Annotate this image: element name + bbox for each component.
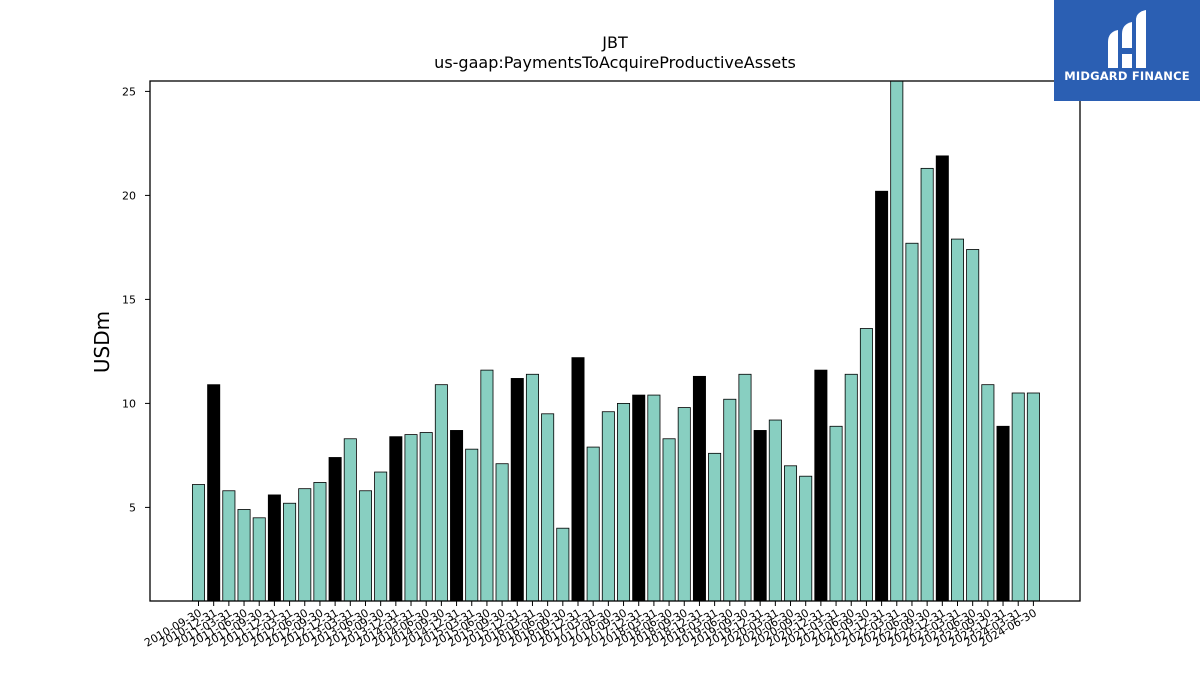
bar-2010-12-31: [207, 384, 221, 602]
bar-2014-12-31: [450, 430, 464, 602]
bar-2018-06-30: [662, 438, 676, 602]
bar-2011-09-30: [252, 517, 266, 602]
bar-2014-06-30: [419, 432, 433, 602]
bar-2021-03-31: [829, 425, 843, 602]
bar-2024-03-31: [1011, 392, 1025, 602]
bar-2018-12-31: [692, 375, 706, 602]
y-tick-label: 5: [129, 501, 136, 514]
bar-2012-12-31: [328, 457, 342, 602]
bar-2020-03-31: [768, 419, 782, 602]
y-axis-ticks: 5 10 15 20 25: [122, 85, 150, 514]
bar-2012-09-30: [313, 482, 327, 602]
bar-2013-06-30: [358, 490, 372, 602]
bar-2013-12-31: [389, 436, 403, 602]
bar-2017-03-31: [586, 446, 600, 602]
bar-2011-06-30: [237, 509, 251, 602]
bar-2014-09-30: [434, 384, 448, 602]
bar-2023-06-30: [966, 249, 980, 602]
bar-2022-09-30: [920, 167, 934, 602]
bar-2012-06-30: [298, 488, 312, 602]
bar-2016-12-31: [571, 357, 585, 602]
bar-2024-06-30: [1026, 392, 1040, 602]
bar-2017-06-30: [601, 411, 615, 602]
bar-2015-12-31: [510, 378, 524, 602]
bar-2010-09-30: [191, 484, 205, 602]
y-tick-label: 10: [122, 397, 136, 410]
bar-2019-03-31: [708, 452, 722, 602]
x-axis-ticks: 2010-09-302010-12-312011-03-312011-06-30…: [142, 601, 1039, 650]
bar-2020-12-31: [814, 369, 828, 602]
bar-2019-09-30: [738, 373, 752, 602]
bar-2013-09-30: [374, 471, 388, 602]
bar-2018-09-30: [677, 407, 691, 602]
bar-2019-06-30: [723, 398, 737, 602]
bar-2021-09-30: [859, 328, 873, 602]
chart-subtitle: us-gaap:PaymentsToAcquireProductiveAsset…: [434, 53, 796, 72]
bar-2016-03-31: [525, 373, 539, 602]
plot-frame: [149, 80, 1081, 602]
bar-2016-06-30: [541, 413, 555, 602]
bar-2023-09-30: [981, 384, 995, 602]
bar-2015-09-30: [495, 463, 509, 602]
bar-2018-03-31: [647, 394, 661, 602]
bar-2020-09-30: [799, 475, 813, 602]
bar-2020-06-30: [784, 465, 798, 602]
y-axis-label: USDm: [90, 311, 114, 373]
y-tick-label: 20: [122, 189, 136, 202]
bar-2011-03-31: [222, 490, 236, 602]
brand-name: MIDGARD FINANCE: [1064, 69, 1190, 83]
bar-2017-12-31: [632, 394, 646, 602]
brand-logo: MIDGARD FINANCE: [1054, 0, 1200, 101]
bar-2011-12-31: [267, 494, 281, 602]
midgard-logo-icon: [1108, 10, 1146, 68]
bar-2013-03-31: [343, 438, 357, 602]
bar-2022-03-31: [890, 80, 904, 602]
y-tick-label: 25: [122, 85, 136, 98]
bar-2019-12-31: [753, 430, 767, 602]
bar-2022-12-31: [935, 155, 949, 602]
bar-2021-12-31: [875, 190, 889, 602]
bar-2017-09-30: [617, 402, 631, 602]
y-tick-label: 15: [122, 293, 136, 306]
bar-2016-09-30: [556, 527, 570, 602]
bar-2023-03-31: [951, 238, 965, 602]
bar-2014-03-31: [404, 434, 418, 602]
bar-2021-06-30: [844, 373, 858, 602]
bar-2015-06-30: [480, 369, 494, 602]
bar-2012-03-31: [283, 502, 297, 602]
bar-2022-06-30: [905, 242, 919, 602]
bars-group: [191, 80, 1040, 602]
bar-2023-12-31: [996, 425, 1010, 602]
bar-2015-03-31: [465, 448, 479, 602]
chart-title: JBT: [601, 33, 628, 52]
